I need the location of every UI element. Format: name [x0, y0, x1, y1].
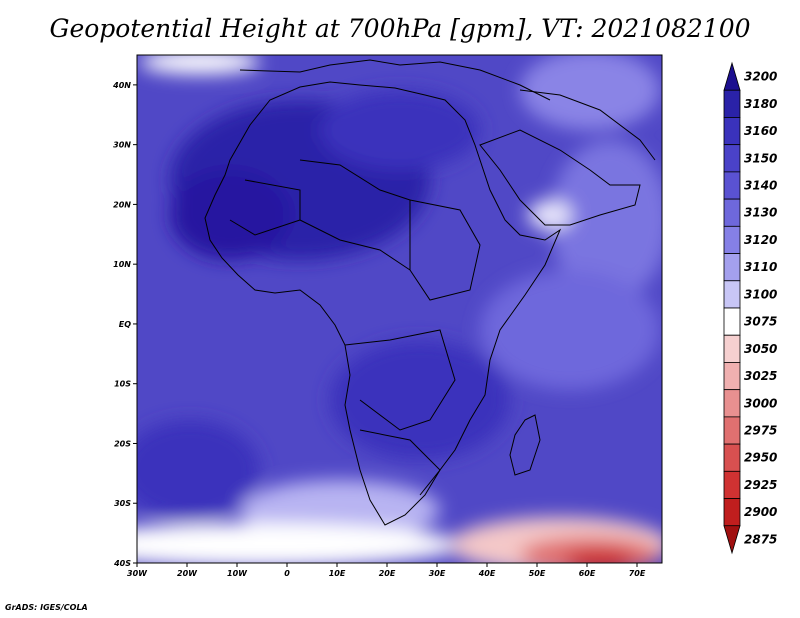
y-tick-label: 20N	[113, 200, 131, 209]
madagascar	[509, 414, 541, 476]
borders-5	[229, 179, 301, 236]
colorbar-label: 2875	[744, 532, 777, 546]
field-low-aden	[528, 200, 572, 230]
y-tick-label: 40S	[113, 559, 131, 568]
field-high-southwest	[137, 420, 260, 520]
colorbar-swatch	[723, 280, 741, 309]
map-frame	[136, 54, 663, 564]
y-tick-label: 30N	[113, 141, 131, 150]
africa-coastline	[204, 81, 562, 526]
colorbar-swatch	[723, 416, 741, 445]
colorbar-swatch	[723, 389, 741, 418]
colorbar-label: 3180	[744, 97, 777, 111]
borders-4	[359, 429, 441, 496]
colorbar-swatch	[723, 307, 741, 336]
x-tick-label: 0	[284, 569, 290, 578]
borders-1	[299, 159, 411, 271]
colorbar-swatch	[723, 443, 741, 472]
x-tick-label: 60E	[579, 569, 596, 578]
colorbar-swatch	[723, 198, 741, 227]
field-low-iran	[520, 55, 660, 130]
x-tick-label: 50E	[529, 569, 546, 578]
colorbar-label: 2925	[744, 478, 777, 492]
x-tick-label: 30E	[429, 569, 446, 578]
x-tick-label: 20W	[177, 569, 198, 578]
colorbar-label: 2900	[744, 505, 777, 519]
colorbar: 3200 3180 3160 3150 3140 3130 3120 3110 3100 3075…	[723, 61, 777, 555]
y-tick-label: 30S	[114, 499, 131, 508]
europe-coast	[239, 59, 551, 101]
field-high-west	[170, 170, 290, 260]
borders-3	[344, 329, 456, 431]
colorbar-top-triangle	[723, 61, 741, 91]
y-tick-label: 10S	[114, 380, 131, 389]
colorbar-swatch	[723, 89, 741, 118]
colorbar-swatch	[723, 225, 741, 254]
chart-title: Geopotential Height at 700hPa [gpm], VT:…	[49, 14, 751, 43]
colorbar-swatch	[723, 253, 741, 282]
grads-credit: GrADS: IGES/COLA	[5, 603, 88, 612]
colorbar-label: 2950	[744, 451, 777, 465]
colorbar-label: 3100	[744, 287, 777, 301]
colorbar-bottom-triangle	[723, 525, 741, 555]
arabian-peninsula	[479, 129, 641, 226]
y-tick-label: 40N	[112, 81, 131, 90]
y-tick-label: 10N	[113, 260, 131, 269]
x-tick-label: 10E	[329, 569, 346, 578]
field-trough-5	[565, 550, 635, 563]
colorbar-swatch	[723, 144, 741, 173]
coastlines	[204, 59, 656, 526]
x-tick-label: 30W	[127, 569, 148, 578]
x-tick-label: 10W	[227, 569, 248, 578]
colorbar-swatch	[723, 498, 741, 527]
colorbar-swatch	[723, 470, 741, 499]
field-low-arabia	[550, 140, 662, 300]
colorbar-swatch	[723, 171, 741, 200]
colorbar-label: 3000	[744, 396, 777, 410]
y-axis: 40N 30N 20N 10N EQ 10S 20S 30S 40S	[112, 81, 137, 568]
field-mid-north	[320, 90, 480, 170]
height-field	[137, 55, 662, 563]
field-trough-2	[137, 523, 460, 563]
field-top-white	[140, 55, 260, 74]
colorbar-label: 3120	[744, 233, 777, 247]
field-mid-indian	[480, 270, 660, 390]
colorbar-label: 3150	[744, 151, 777, 165]
colorbar-swatch	[723, 117, 741, 146]
y-tick-label: 20S	[114, 439, 131, 448]
colorbar-label: 2975	[744, 424, 777, 438]
colorbar-label: 3050	[744, 342, 777, 356]
colorbar-label: 3130	[744, 206, 777, 220]
field-high-south	[330, 340, 510, 460]
colorbar-label: 3025	[744, 369, 777, 383]
colorbar-label: 3140	[744, 179, 777, 193]
colorbar-label: 3075	[744, 315, 777, 329]
iran-coast	[519, 89, 656, 161]
x-tick-label: 20E	[379, 569, 396, 578]
colorbar-swatch	[723, 334, 741, 363]
x-axis: 30W 20W 10W 0 10E 20E 30E 40E 50E 60E 70E	[127, 563, 646, 578]
x-tick-label: 40E	[478, 569, 496, 578]
colorbar-label: 3200	[744, 70, 777, 84]
y-tick-label: EQ	[119, 320, 131, 329]
colorbar-label: 3160	[744, 124, 777, 138]
colorbar-label: 3110	[744, 260, 777, 274]
borders-2	[409, 199, 481, 301]
x-tick-label: 70E	[629, 569, 646, 578]
colorbar-swatch	[723, 362, 741, 391]
